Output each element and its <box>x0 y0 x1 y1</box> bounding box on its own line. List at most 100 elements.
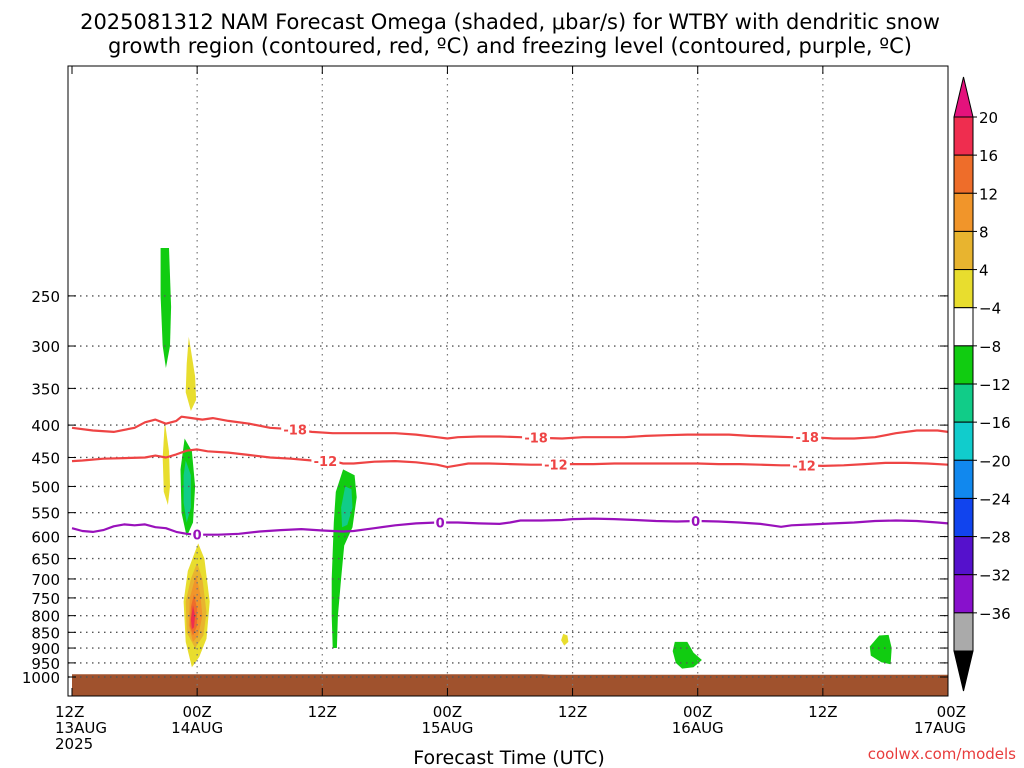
colorbar-swatch-4 <box>953 269 974 309</box>
colorbar-label-9: −20 <box>979 452 1011 470</box>
x-tick-label-36-1: 15AUG <box>421 719 473 737</box>
contour-label-0-1: 0 <box>436 516 445 531</box>
y-tick-label-350: 350 <box>31 380 60 398</box>
x-axis-title: Forecast Time (UTC) <box>413 747 604 768</box>
omega-region-9 <box>190 605 196 630</box>
colorbar-label-12: −32 <box>979 567 1011 585</box>
chart-title-line-2: growth region (contoured, red, ºC) and f… <box>108 34 912 58</box>
contour-label--12-1: -12 <box>544 459 568 474</box>
x-tick-label-84-0: 00Z <box>937 703 966 721</box>
x-tick-label-72-0: 12Z <box>808 703 837 721</box>
x-tick-label-60-0: 00Z <box>683 703 712 721</box>
terrain-ground <box>72 674 948 696</box>
contour-label--18-0: -18 <box>283 424 307 439</box>
contour-label--12-0: -12 <box>314 455 338 470</box>
colorbar-swatch-8 <box>953 421 974 461</box>
chart-title-line-1: 2025081312 NAM Forecast Omega (shaded, μ… <box>80 10 940 34</box>
omega-region-2 <box>162 421 170 505</box>
contour-label--18-1: -18 <box>524 432 548 447</box>
colorbar-swatch-1 <box>953 154 974 194</box>
y-tick-label-450: 450 <box>31 449 60 467</box>
colorbar-swatch-0 <box>953 116 974 156</box>
omega-shading <box>160 248 892 669</box>
contour-label-0-2: 0 <box>691 515 700 530</box>
colorbar: 20 16 12 8 4 −4 −8 −12 −16 −20 −24 −28 −32 −36 <box>953 76 1011 692</box>
colorbar-swatch-13 <box>953 612 974 652</box>
colorbar-swatch-6 <box>953 345 974 385</box>
y-tick-label-850: 850 <box>31 624 60 642</box>
temperature-contours: -18 -18 -18 -12 -12 -12 0 0 0 <box>71 415 948 544</box>
x-tick-label-0-2: 2025 <box>55 735 93 753</box>
x-tick-label-12-1: 14AUG <box>171 719 223 737</box>
credit-text: coolwx.com/models <box>868 745 1016 763</box>
omega-region-1 <box>185 336 197 411</box>
contour-label-bg--12-2 <box>790 458 819 473</box>
colorbar-bottom-arrow <box>953 650 974 692</box>
colorbar-label-13: −36 <box>979 605 1011 623</box>
contour-label-bg--18-2 <box>793 430 822 445</box>
x-tick-label-84-1: 17AUG <box>914 719 966 737</box>
contour-label-0-0: 0 <box>193 529 202 544</box>
omega-region-0 <box>160 248 172 368</box>
colorbar-swatch-9 <box>953 459 974 499</box>
x-tick-label-48-0: 12Z <box>558 703 587 721</box>
omega-region-14 <box>869 634 892 665</box>
colorbar-swatch-3 <box>953 230 974 271</box>
x-tick-label-36-0: 00Z <box>433 703 462 721</box>
colorbar-label-4: 4 <box>979 262 989 280</box>
y-tick-label-950: 950 <box>31 655 60 673</box>
contour-line--12 <box>71 448 948 469</box>
colorbar-swatch-12 <box>953 574 974 614</box>
contour-label--12-2: -12 <box>792 459 816 474</box>
colorbar-label-5: −4 <box>979 300 1001 318</box>
y-tick-label-500: 500 <box>31 478 60 496</box>
contour-label-bg-0-0 <box>191 527 204 542</box>
contour-label-bg--18-0 <box>281 422 310 437</box>
colorbar-label-6: −8 <box>979 338 1001 356</box>
contour-line-0 <box>71 517 948 536</box>
y-tick-label-400: 400 <box>31 417 60 435</box>
y-tick-label-800: 800 <box>31 608 60 626</box>
x-tick-label-0-1: 13AUG <box>55 719 107 737</box>
x-tick-label-24-0: 12Z <box>308 703 337 721</box>
y-tick-label-1000: 1000 <box>22 669 60 687</box>
contour-label-bg--12-1 <box>541 457 570 472</box>
colorbar-label-1: 16 <box>979 147 998 165</box>
ground-layer <box>72 674 948 696</box>
colorbar-label-3: 8 <box>979 223 989 241</box>
y-tick-label-550: 550 <box>31 505 60 523</box>
y-tick-label-650: 650 <box>31 551 60 569</box>
contour-label--18-2: -18 <box>795 431 819 446</box>
grid-lines <box>68 66 948 696</box>
colorbar-label-8: −16 <box>979 414 1011 432</box>
colorbar-swatch-7 <box>953 383 974 423</box>
y-tick-label-900: 900 <box>31 640 60 658</box>
colorbar-swatch-10 <box>953 497 974 538</box>
contour-label-bg--18-1 <box>522 430 551 445</box>
colorbar-label-2: 12 <box>979 185 998 203</box>
omega-region-12 <box>561 633 569 646</box>
y-tick-label-750: 750 <box>31 590 60 608</box>
contour-label-bg--12-0 <box>311 453 340 468</box>
y-tick-label-600: 600 <box>31 529 60 547</box>
x-tick-label-60-1: 16AUG <box>672 719 724 737</box>
colorbar-swatch-11 <box>953 536 974 576</box>
y-tick-label-700: 700 <box>31 571 60 589</box>
plot-frame <box>67 65 949 697</box>
contour-label-bg-0-2 <box>689 514 702 529</box>
colorbar-label-10: −24 <box>979 490 1011 508</box>
y-tick-label-250: 250 <box>31 288 60 306</box>
omega-region-4 <box>183 460 191 523</box>
colorbar-swatch-5 <box>953 307 974 347</box>
x-tick-label-0-0: 12Z <box>55 703 84 721</box>
colorbar-swatch-2 <box>953 192 974 232</box>
colorbar-label-7: −12 <box>979 376 1011 394</box>
contour-label-bg-0-1 <box>434 515 447 530</box>
omega-region-11 <box>341 486 353 528</box>
y-tick-label-300: 300 <box>31 338 60 356</box>
y-axis: 2503003504004505005506006507007508008509… <box>22 288 948 687</box>
x-tick-label-12-0: 00Z <box>182 703 211 721</box>
